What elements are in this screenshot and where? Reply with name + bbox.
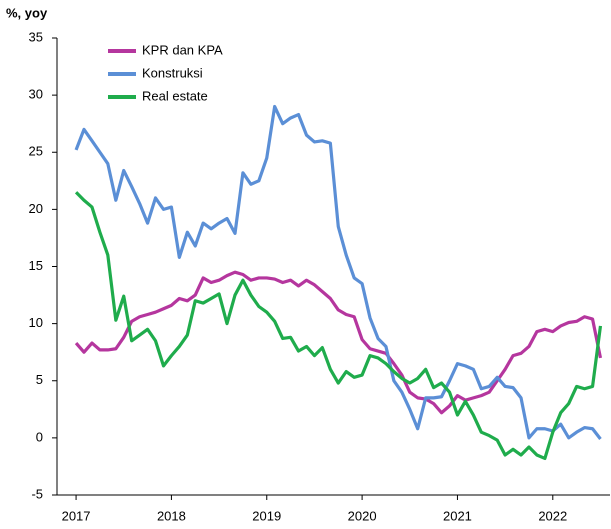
x-tick-label: 2019 [252, 508, 281, 523]
x-tick-label: 2021 [443, 508, 472, 523]
x-tick-label: 2022 [538, 508, 567, 523]
y-tick-label: 25 [29, 144, 43, 159]
legend-label: KPR dan KPA [142, 42, 223, 57]
series-line [74, 270, 603, 415]
y-tick-label: 35 [29, 29, 43, 44]
y-tick-label: 10 [29, 315, 43, 330]
x-tick-label: 2018 [157, 508, 186, 523]
y-tick-label: 0 [36, 429, 43, 444]
legend-label: Real estate [142, 88, 208, 103]
y-tick-label: 20 [29, 201, 43, 216]
y-tick-label: 5 [36, 372, 43, 387]
y-axis-label: %, yoy [6, 5, 48, 20]
series-line [74, 191, 603, 461]
series-line [74, 104, 602, 440]
y-tick-label: -5 [31, 486, 43, 501]
x-tick-label: 2017 [62, 508, 91, 523]
x-tick-label: 2020 [348, 508, 377, 523]
y-tick-label: 30 [29, 87, 43, 102]
y-tick-label: 15 [29, 258, 43, 273]
legend-label: Konstruksi [142, 65, 203, 80]
